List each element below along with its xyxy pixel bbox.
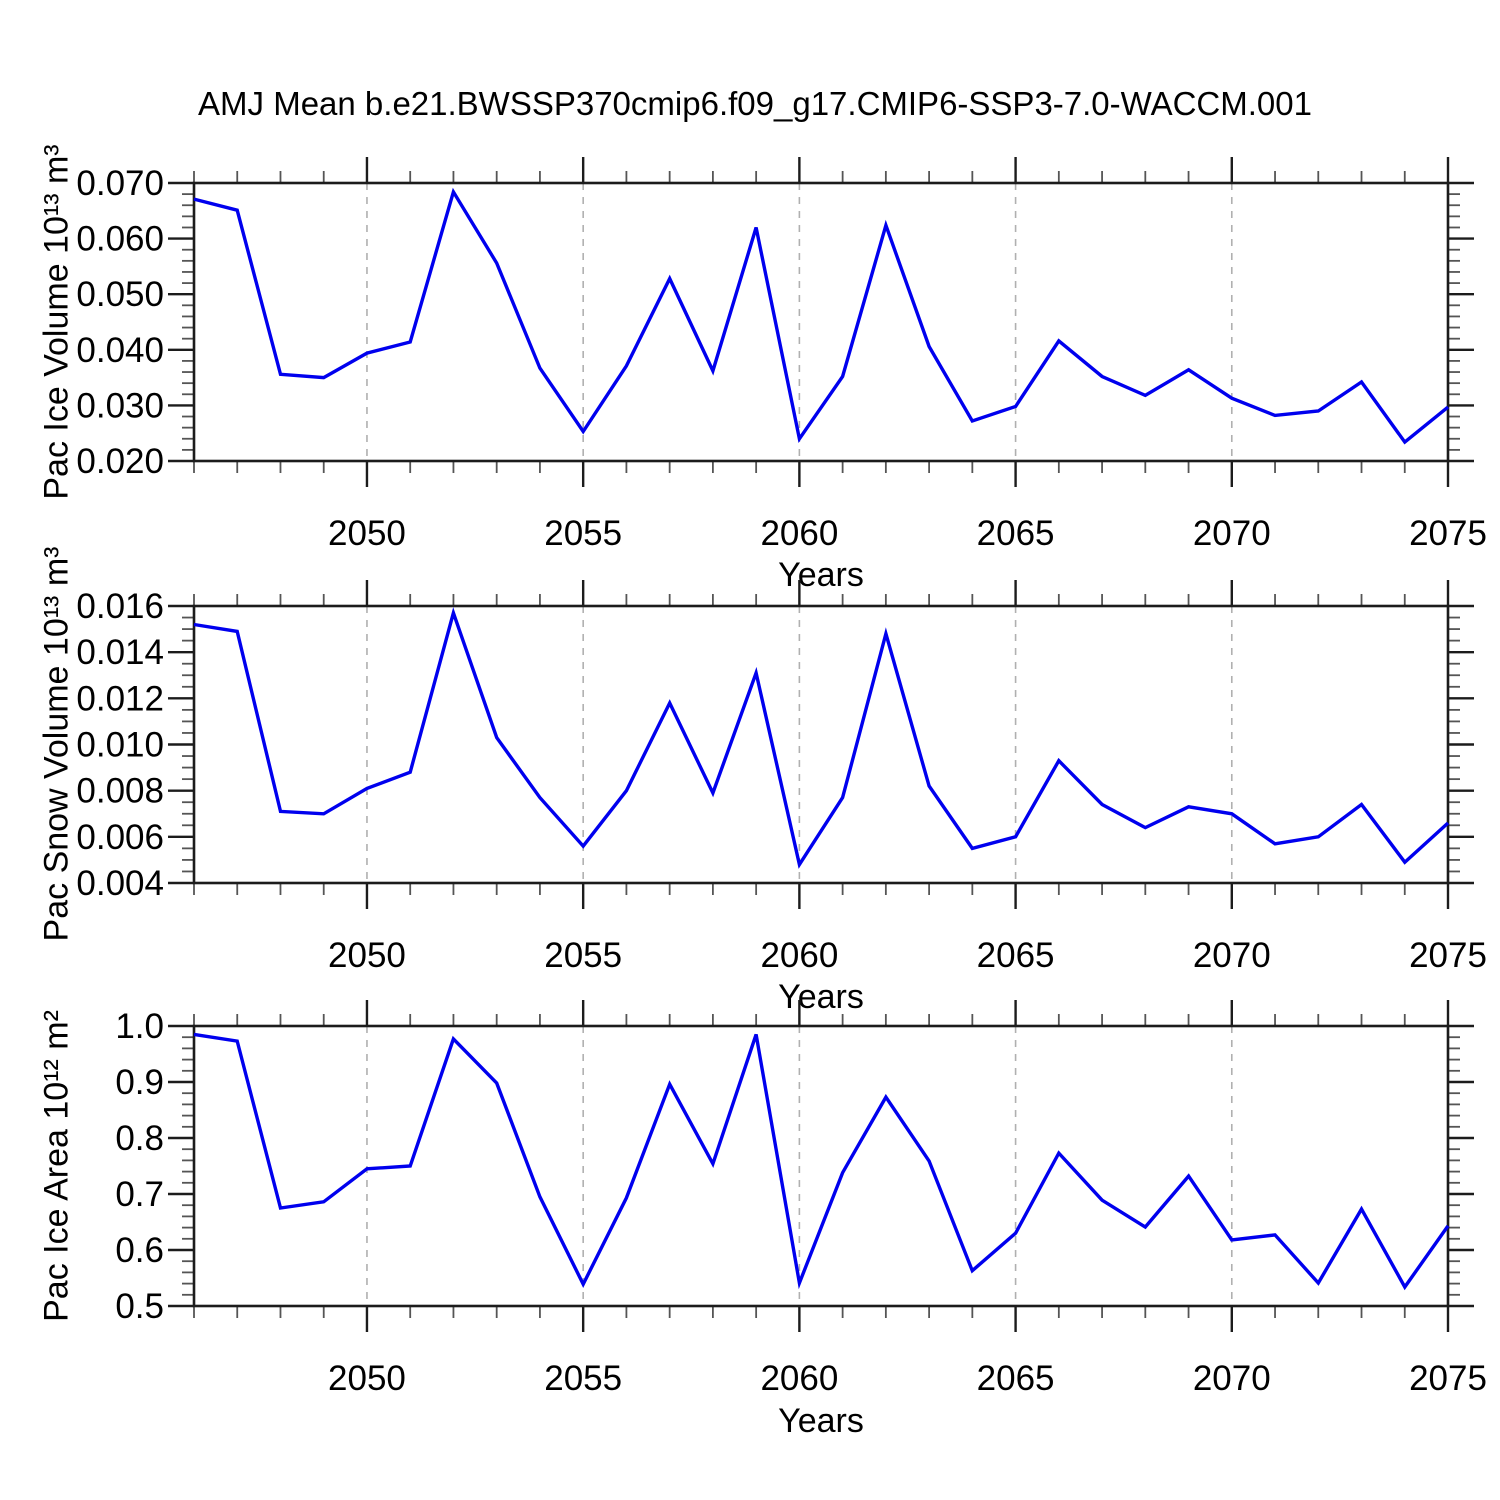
svg-text:0.5: 0.5 bbox=[115, 1287, 164, 1326]
svg-text:2050: 2050 bbox=[328, 514, 406, 553]
svg-text:0.010: 0.010 bbox=[76, 726, 164, 765]
svg-text:0.040: 0.040 bbox=[76, 331, 164, 370]
svg-text:0.070: 0.070 bbox=[76, 164, 164, 203]
y-tick-labels: 0.020 0.030 0.040 0.050 0.060 0.070 bbox=[76, 164, 164, 481]
svg-text:2055: 2055 bbox=[544, 1359, 622, 1398]
svg-text:0.7: 0.7 bbox=[115, 1175, 164, 1214]
data-series-line bbox=[193, 607, 1450, 869]
svg-text:0.016: 0.016 bbox=[76, 587, 164, 626]
x-tick-labels: 2050 2055 2060 2065 2070 2075 bbox=[328, 1359, 1487, 1398]
gridlines bbox=[366, 1026, 1233, 1306]
panel-pac-ice-volume: 2050 2055 2060 2065 2070 20750.0200.0300.0400… bbox=[76, 157, 1487, 553]
plot-frame bbox=[192, 604, 1450, 885]
plot-frame bbox=[192, 181, 1450, 463]
svg-text:2060: 2060 bbox=[760, 514, 838, 553]
svg-text:2070: 2070 bbox=[1193, 1359, 1271, 1398]
svg-text:0.004: 0.004 bbox=[76, 864, 164, 903]
x-tick-labels: 2050 2055 2060 2065 2070 2075 bbox=[328, 514, 1487, 553]
data-series-line bbox=[193, 187, 1450, 445]
svg-text:2075: 2075 bbox=[1409, 936, 1487, 975]
tick-marks bbox=[168, 1000, 1474, 1332]
y-tick-labels: 0.004 0.006 0.008 0.010 0.012 0.014 0.016 bbox=[76, 587, 164, 903]
svg-text:0.050: 0.050 bbox=[76, 275, 164, 314]
data-series-line bbox=[193, 1032, 1450, 1291]
tick-marks bbox=[168, 157, 1474, 487]
svg-text:2055: 2055 bbox=[544, 936, 622, 975]
chart-title: AMJ Mean b.e21.BWSSP370cmip6.f09_g17.CMI… bbox=[198, 85, 1312, 122]
x-axis-label-years-panel1: Years bbox=[778, 556, 864, 594]
svg-text:2075: 2075 bbox=[1409, 1359, 1487, 1398]
x-axis-label-years-panel2: Years bbox=[778, 978, 864, 1016]
svg-text:0.9: 0.9 bbox=[115, 1063, 164, 1102]
plot-frame bbox=[192, 1024, 1450, 1308]
tick-marks bbox=[168, 580, 1474, 909]
y-tick-labels: 0.5 0.6 0.7 0.8 0.9 1.0 bbox=[115, 1007, 164, 1326]
svg-text:2060: 2060 bbox=[760, 936, 838, 975]
svg-text:2075: 2075 bbox=[1409, 514, 1487, 553]
panel-pac-ice-area: 2050 2055 2060 2065 2070 2075 0.5 0.6 0.7 0.8 0.9 1… bbox=[115, 1000, 1487, 1398]
svg-text:0.060: 0.060 bbox=[76, 220, 164, 259]
svg-text:0.030: 0.030 bbox=[76, 386, 164, 425]
svg-text:0.020: 0.020 bbox=[76, 442, 164, 481]
gridlines bbox=[366, 183, 1233, 461]
svg-text:2070: 2070 bbox=[1193, 514, 1271, 553]
svg-text:2055: 2055 bbox=[544, 514, 622, 553]
x-tick-labels: 2050 2055 2060 2065 2070 2075 bbox=[328, 936, 1487, 975]
panel-pac-snow-volume: 2050 2055 2060 2065 2070 20750.0040.0060.0080… bbox=[76, 580, 1487, 975]
svg-text:2065: 2065 bbox=[977, 1359, 1055, 1398]
svg-text:0.6: 0.6 bbox=[115, 1231, 164, 1270]
svg-text:2065: 2065 bbox=[977, 514, 1055, 553]
svg-text:0.014: 0.014 bbox=[76, 633, 164, 672]
svg-text:0.006: 0.006 bbox=[76, 818, 164, 857]
svg-text:2070: 2070 bbox=[1193, 936, 1271, 975]
gridlines bbox=[366, 606, 1233, 883]
svg-text:0.8: 0.8 bbox=[115, 1119, 164, 1158]
svg-text:1.0: 1.0 bbox=[115, 1007, 164, 1046]
svg-text:2065: 2065 bbox=[977, 936, 1055, 975]
x-axis-label-years-panel3: Years bbox=[778, 1402, 864, 1440]
svg-text:0.008: 0.008 bbox=[76, 772, 164, 811]
svg-text:2060: 2060 bbox=[760, 1359, 838, 1398]
svg-text:2050: 2050 bbox=[328, 936, 406, 975]
svg-text:0.012: 0.012 bbox=[76, 679, 164, 718]
svg-text:2050: 2050 bbox=[328, 1359, 406, 1398]
